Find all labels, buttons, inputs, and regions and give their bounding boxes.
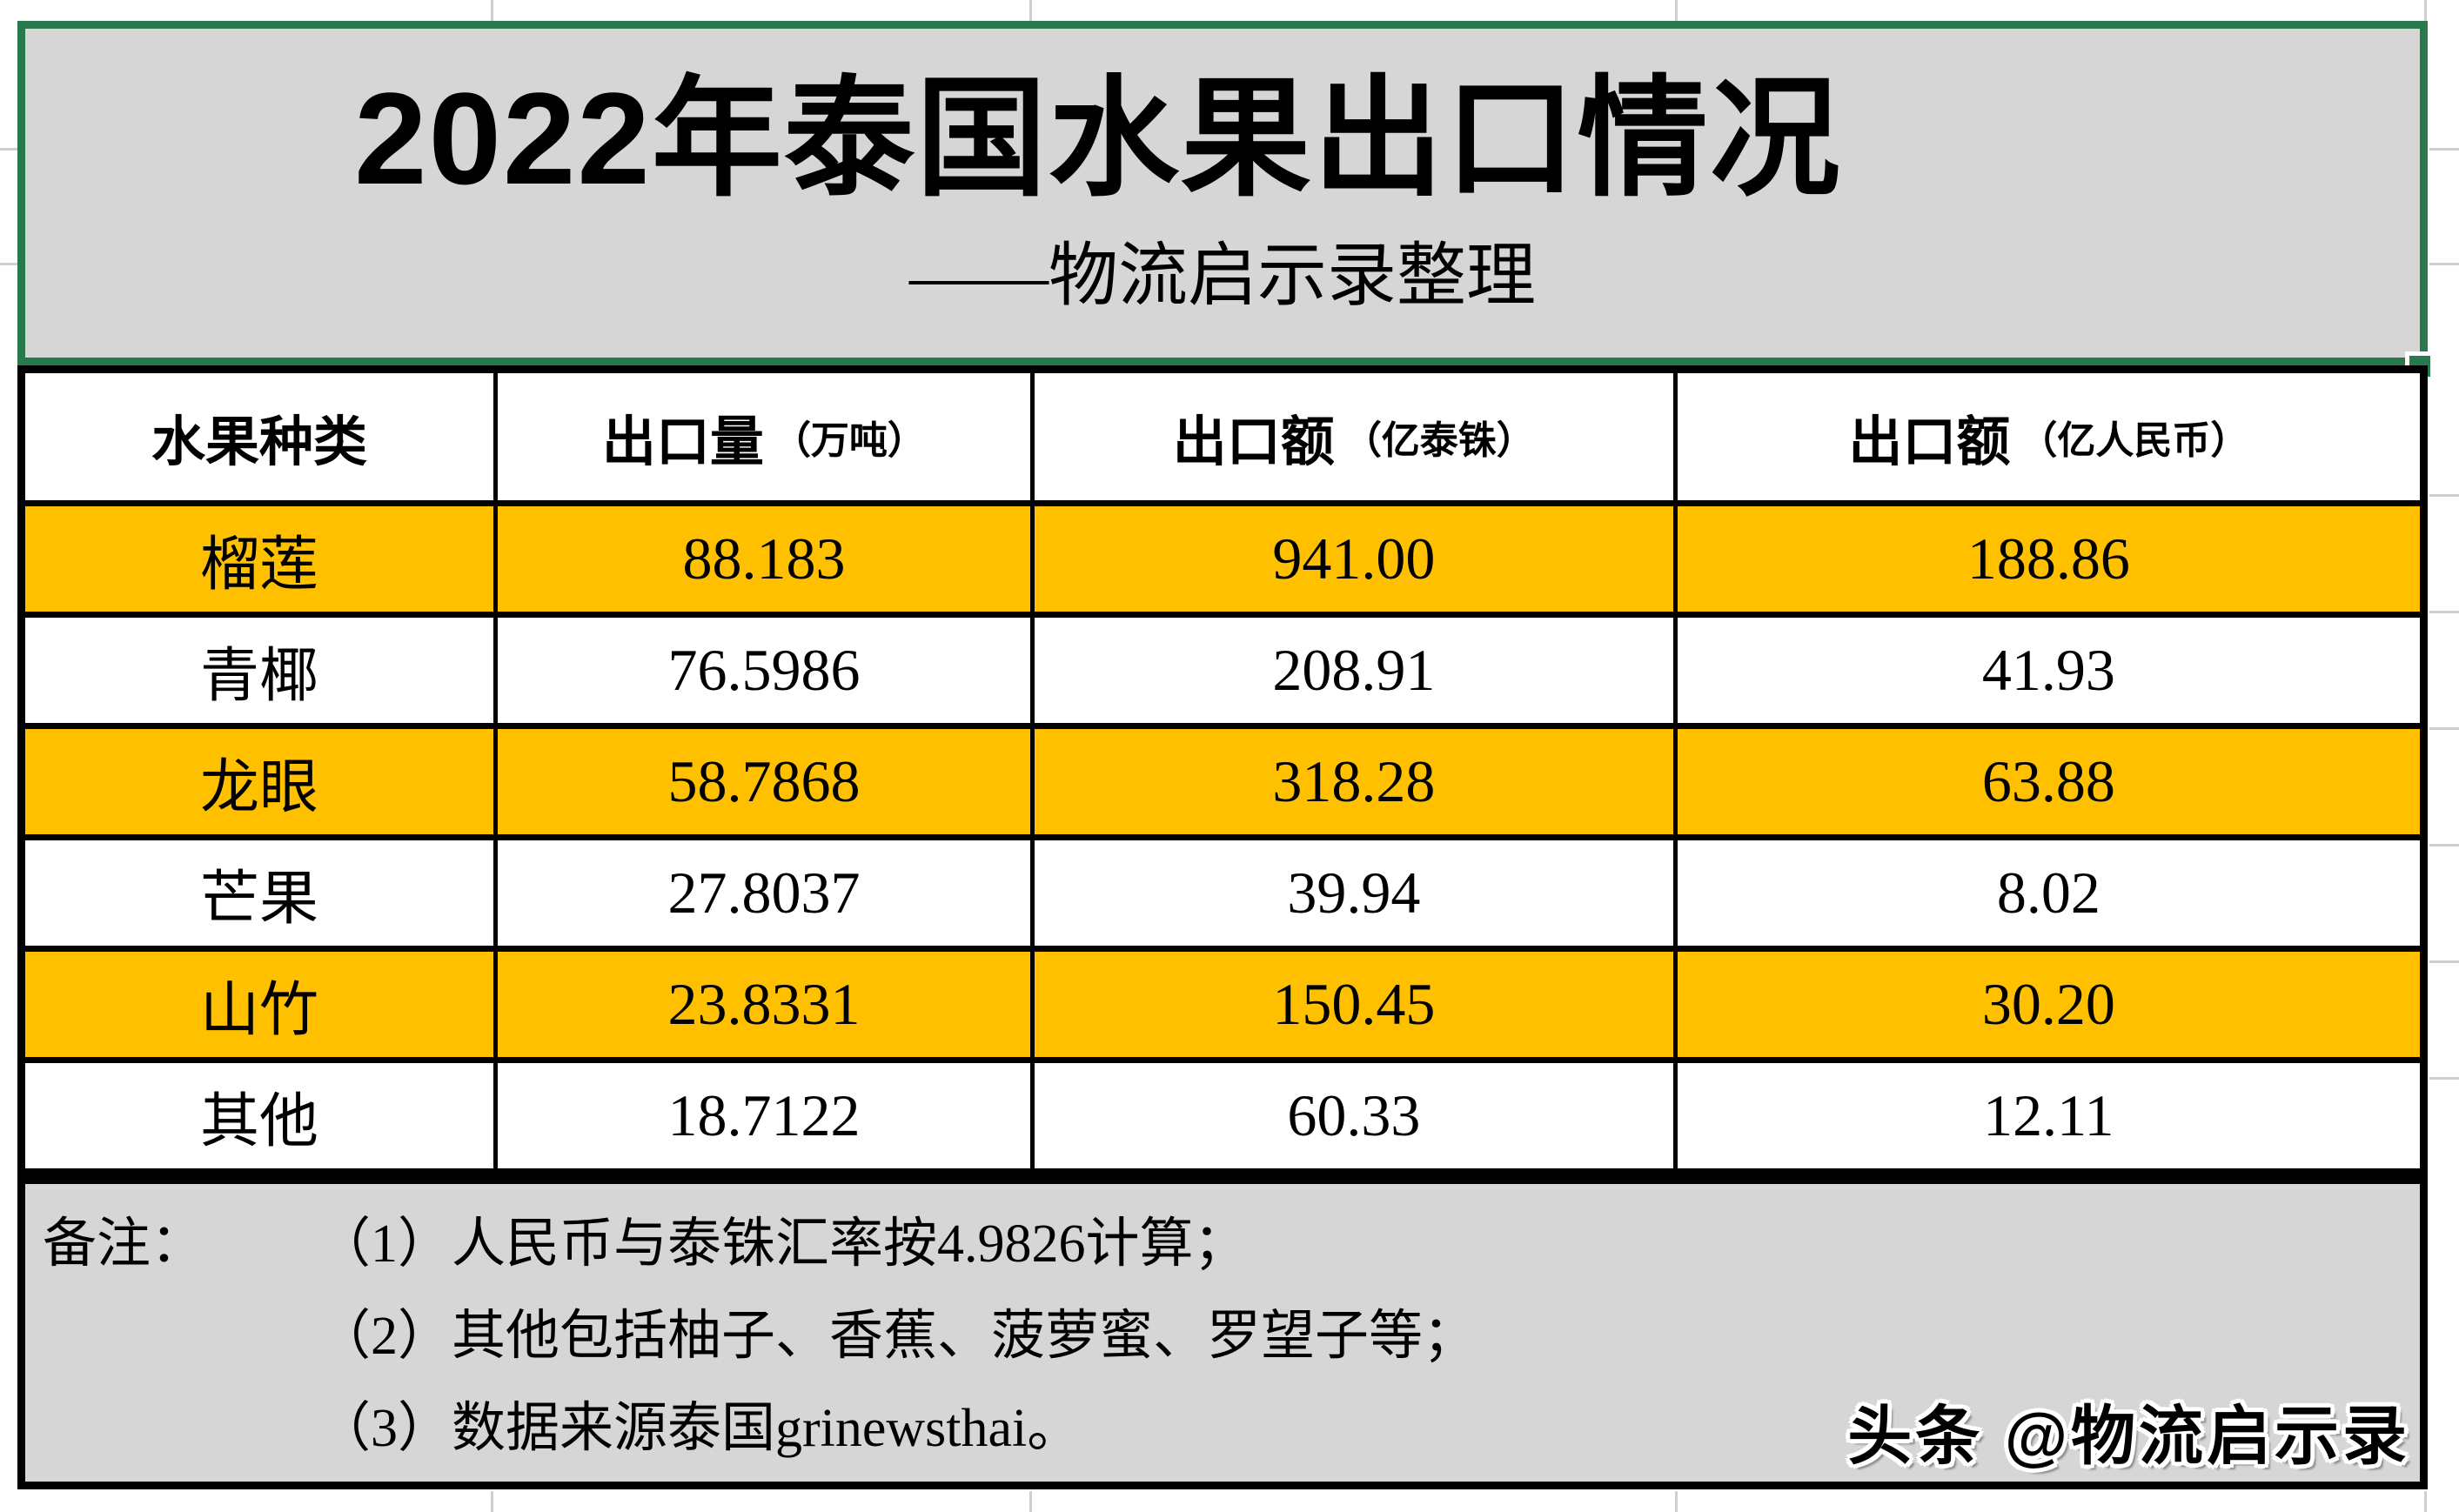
cell-value-cny[interactable]: 63.88 — [1677, 729, 2420, 834]
fruit-export-table: 水果种类 出口量 （万吨） 出口额 （亿泰铢） 出口额 （亿人民币） 榴莲 88… — [17, 365, 2428, 1176]
watermark-toutiao: 头条 @物流启示录 — [1847, 1400, 2410, 1472]
column-header-unit: （万吨） — [772, 419, 926, 462]
title-cell[interactable]: 2022年泰国水果出口情况 ——物流启示录整理 — [17, 21, 2428, 365]
cell-volume[interactable]: 18.7122 — [497, 1063, 1030, 1168]
gridline — [2429, 727, 2459, 730]
cell-value-thb[interactable]: 318.28 — [1034, 729, 1673, 834]
gridline — [2429, 611, 2459, 613]
column-header-label: 水果种类 — [151, 412, 367, 472]
column-header-label: 出口量 — [601, 412, 764, 472]
note-line-1: 备注： （1）人民币与泰铢汇率按4.9826计算； — [43, 1198, 2420, 1290]
gridline — [491, 1491, 493, 1512]
gridline — [2429, 844, 2459, 846]
gridline — [0, 263, 17, 265]
cell-fruit[interactable]: 青椰 — [25, 618, 493, 723]
column-header-value-thb[interactable]: 出口额 （亿泰铢） — [1034, 373, 1673, 500]
cell-value-thb[interactable]: 150.45 — [1034, 952, 1673, 1057]
column-header-unit: （亿泰铢） — [1343, 419, 1535, 462]
cell-value-cny[interactable]: 188.86 — [1677, 506, 2420, 612]
column-header-label: 出口额 — [1172, 412, 1335, 472]
note-text: （2）其他包括柚子、香蕉、菠萝蜜、罗望子等； — [317, 1307, 1477, 1366]
cell-value-cny[interactable]: 12.11 — [1677, 1063, 2420, 1168]
gridline — [1029, 1491, 1032, 1512]
gridline — [2429, 960, 2459, 963]
cell-value-thb[interactable]: 39.94 — [1034, 840, 1673, 946]
cell-value-cny[interactable]: 8.02 — [1677, 840, 2420, 946]
cell-fruit[interactable]: 山竹 — [25, 952, 493, 1057]
cell-volume[interactable]: 27.8037 — [497, 840, 1030, 946]
notes-cell[interactable]: 备注： （1）人民币与泰铢汇率按4.9826计算； （2）其他包括柚子、香蕉、菠… — [17, 1176, 2428, 1489]
gridline — [2424, 0, 2427, 21]
note-line-3: （3）数据来源泰国grinewsthai。 — [43, 1382, 2420, 1475]
page-subtitle: ——物流启示录整理 — [909, 238, 1536, 315]
column-header-value-cny[interactable]: 出口额 （亿人民币） — [1677, 373, 2420, 500]
column-header-volume[interactable]: 出口量 （万吨） — [497, 373, 1030, 500]
gridline — [2429, 494, 2459, 497]
cell-fruit[interactable]: 榴莲 — [25, 506, 493, 612]
cell-value-thb[interactable]: 208.91 — [1034, 618, 1673, 723]
note-text: （1）人民币与泰铢汇率按4.9826计算； — [317, 1214, 1248, 1274]
cell-value-cny[interactable]: 30.20 — [1677, 952, 2420, 1057]
gridline — [1029, 0, 1032, 21]
gridline — [1675, 1491, 1678, 1512]
cell-volume[interactable]: 58.7868 — [497, 729, 1030, 834]
gridline — [2424, 1491, 2427, 1512]
cell-value-cny[interactable]: 41.93 — [1677, 618, 2420, 723]
notes-prefix: 备注： — [43, 1214, 205, 1274]
column-header-fruit[interactable]: 水果种类 — [25, 373, 493, 500]
column-header-unit: （亿人民币） — [2019, 419, 2249, 462]
cell-fruit[interactable]: 龙眼 — [25, 729, 493, 834]
cell-volume[interactable]: 76.5986 — [497, 618, 1030, 723]
cell-fruit[interactable]: 芒果 — [25, 840, 493, 946]
cell-value-thb[interactable]: 60.33 — [1034, 1063, 1673, 1168]
column-header-label: 出口额 — [1848, 412, 2011, 472]
cell-volume[interactable]: 23.8331 — [497, 952, 1030, 1057]
gridline — [2429, 263, 2459, 265]
notes-indent — [43, 1382, 317, 1475]
gridline — [2429, 1077, 2459, 1080]
gridline — [1675, 0, 1678, 21]
cell-fruit[interactable]: 其他 — [25, 1063, 493, 1168]
gridline — [2429, 148, 2459, 151]
cell-value-thb[interactable]: 941.00 — [1034, 506, 1673, 612]
page-title: 2022年泰国水果出口情况 — [354, 64, 1842, 211]
gridline — [491, 0, 493, 21]
notes-indent — [43, 1290, 317, 1382]
note-text: （3）数据来源泰国grinewsthai。 — [317, 1399, 1082, 1458]
gridline — [0, 148, 17, 151]
note-line-2: （2）其他包括柚子、香蕉、菠萝蜜、罗望子等； — [43, 1290, 2420, 1382]
cell-volume[interactable]: 88.183 — [497, 506, 1030, 612]
